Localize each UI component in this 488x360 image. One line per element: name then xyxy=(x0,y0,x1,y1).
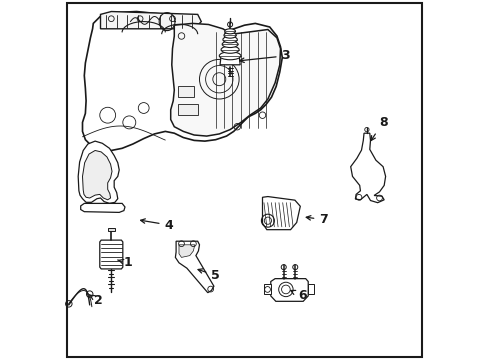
Polygon shape xyxy=(263,284,271,294)
Polygon shape xyxy=(179,245,194,257)
Ellipse shape xyxy=(221,46,239,53)
Text: 5: 5 xyxy=(198,269,220,282)
Polygon shape xyxy=(82,150,112,200)
Text: 1: 1 xyxy=(118,256,132,269)
Polygon shape xyxy=(175,241,213,293)
Polygon shape xyxy=(101,12,201,29)
Ellipse shape xyxy=(223,36,237,43)
Text: 7: 7 xyxy=(305,213,327,226)
Polygon shape xyxy=(81,203,125,212)
Text: 4: 4 xyxy=(141,219,173,231)
Polygon shape xyxy=(178,86,194,97)
Polygon shape xyxy=(262,197,300,230)
Polygon shape xyxy=(178,104,197,115)
Polygon shape xyxy=(307,284,313,294)
Polygon shape xyxy=(220,56,240,65)
Text: 6: 6 xyxy=(290,289,306,302)
Polygon shape xyxy=(107,228,115,231)
Ellipse shape xyxy=(224,32,236,38)
Polygon shape xyxy=(170,23,280,136)
Ellipse shape xyxy=(219,52,241,60)
Polygon shape xyxy=(100,240,122,269)
Text: 2: 2 xyxy=(89,294,103,307)
Ellipse shape xyxy=(224,29,235,34)
Ellipse shape xyxy=(222,41,238,48)
Polygon shape xyxy=(82,12,282,150)
Polygon shape xyxy=(270,279,307,301)
Polygon shape xyxy=(350,133,385,203)
Text: 8: 8 xyxy=(370,116,386,140)
Text: 3: 3 xyxy=(239,49,289,63)
Polygon shape xyxy=(78,141,119,203)
